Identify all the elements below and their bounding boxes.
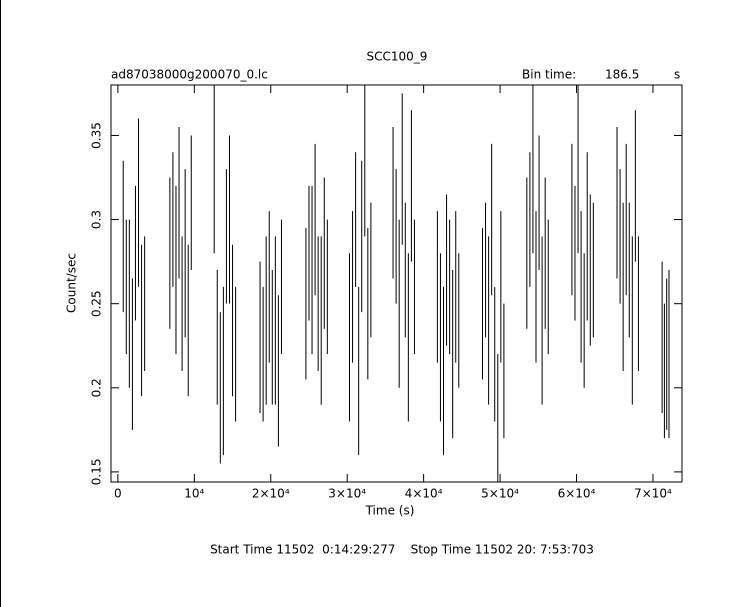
y-tick-label: 0.15 bbox=[90, 459, 104, 486]
x-tick-label: 6×10⁴ bbox=[558, 487, 596, 501]
y-tick-label: 0.25 bbox=[90, 290, 104, 317]
bin-time-unit: s bbox=[674, 68, 680, 82]
x-tick-label: 7×10⁴ bbox=[634, 487, 672, 501]
x-tick-label: 2×10⁴ bbox=[252, 487, 290, 501]
footer: Start Time 11502 0:14:29:277 Stop Time 1… bbox=[210, 543, 594, 557]
x-tick-label: 5×10⁴ bbox=[481, 487, 519, 501]
bin-time: 186.5 bbox=[605, 68, 639, 82]
y-tick-label: 0.3 bbox=[90, 210, 104, 229]
y-tick-label: 0.2 bbox=[90, 378, 104, 397]
chart-title: SCC100_9 bbox=[367, 50, 428, 64]
x-tick-label: 0 bbox=[114, 487, 122, 501]
bin-time-label: Bin time: bbox=[522, 68, 576, 82]
x-axis-label: Time (s) bbox=[365, 504, 415, 518]
x-tick-label: 3×10⁴ bbox=[328, 487, 366, 501]
y-axis-label: Count/sec bbox=[65, 253, 79, 313]
x-tick-label: 10⁴ bbox=[184, 487, 204, 501]
file-name: ad87038000g200070_0.lc bbox=[111, 68, 268, 82]
y-tick-label: 0.35 bbox=[90, 122, 104, 149]
error-bars bbox=[122, 85, 670, 482]
x-tick-label: 4×10⁴ bbox=[405, 487, 443, 501]
plot-frame bbox=[110, 84, 683, 483]
